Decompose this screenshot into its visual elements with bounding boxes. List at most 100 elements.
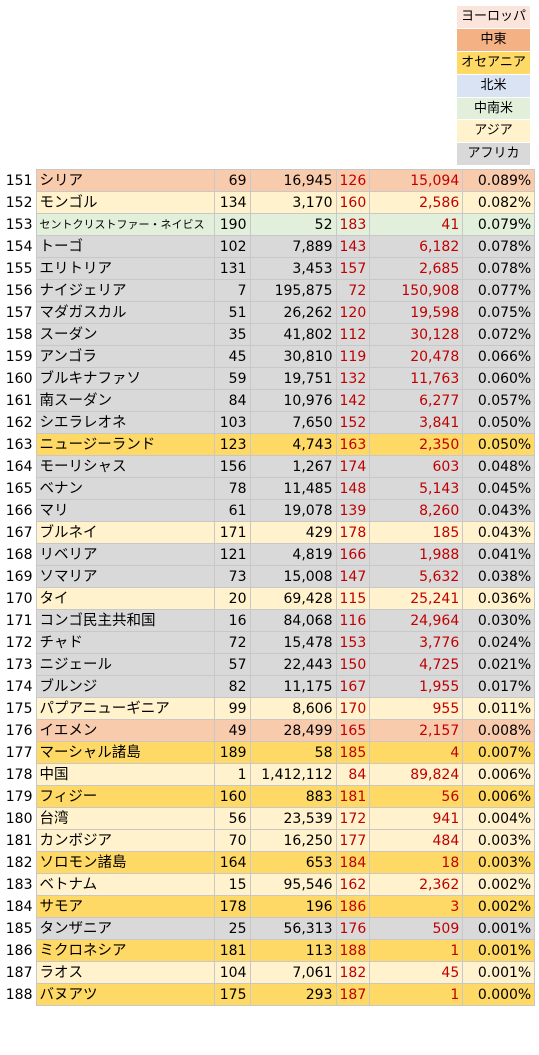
value-cell: 11,763 (369, 367, 464, 390)
table-row: 185 タンザニア 25 56,313 176 509 0.001% (0, 917, 536, 940)
country-name-cell: マリ (35, 499, 215, 522)
value-cell: 3,170 (249, 191, 337, 214)
country-name-cell: ラオス (35, 961, 215, 984)
rank-value-cell: 160 (335, 191, 371, 214)
value-cell: 28,499 (249, 719, 337, 742)
value-cell: 3 (369, 895, 464, 918)
value-cell: 7 (213, 279, 251, 302)
value-cell: 195,875 (249, 279, 337, 302)
rank-cell: 175 (0, 697, 36, 720)
table-row: 164 モーリシャス 156 1,267 174 603 0.048% (0, 455, 536, 478)
country-name-cell: ソマリア (35, 565, 215, 588)
percent-cell: 0.002% (462, 873, 536, 896)
value-cell: 4 (369, 741, 464, 764)
table-row: 186 ミクロネシア 181 113 188 1 0.001% (0, 939, 536, 962)
country-name-cell: ニジェール (35, 653, 215, 676)
table-row: 187 ラオス 104 7,061 182 45 0.001% (0, 961, 536, 984)
value-cell: 18 (369, 851, 464, 874)
rank-value-cell: 188 (335, 939, 371, 962)
value-cell: 4,743 (249, 433, 337, 456)
rank-value-cell: 165 (335, 719, 371, 742)
value-cell: 20,478 (369, 345, 464, 368)
value-cell: 2,586 (369, 191, 464, 214)
value-cell: 30,128 (369, 323, 464, 346)
value-cell: 56,313 (249, 917, 337, 940)
table-row: 183 ベトナム 15 95,546 162 2,362 0.002% (0, 873, 536, 896)
percent-cell: 0.024% (462, 631, 536, 654)
percent-cell: 0.021% (462, 653, 536, 676)
rank-value-cell: 162 (335, 873, 371, 896)
value-cell: 5,632 (369, 565, 464, 588)
table-row: 153 セントクリストファー・ネイビス 190 52 183 41 0.079% (0, 213, 536, 236)
value-cell: 41 (369, 213, 464, 236)
value-cell: 429 (249, 521, 337, 544)
value-cell: 3,453 (249, 257, 337, 280)
country-name-cell: ソロモン諸島 (35, 851, 215, 874)
country-name-cell: マダガスカル (35, 301, 215, 324)
country-name-cell: サモア (35, 895, 215, 918)
rank-cell: 168 (0, 543, 36, 566)
value-cell: 8,606 (249, 697, 337, 720)
country-name-cell: 中国 (35, 763, 215, 786)
percent-cell: 0.072% (462, 323, 536, 346)
value-cell: 3,776 (369, 631, 464, 654)
value-cell: 51 (213, 301, 251, 324)
value-cell: 189 (213, 741, 251, 764)
value-cell: 113 (249, 939, 337, 962)
percent-cell: 0.002% (462, 895, 536, 918)
value-cell: 8,260 (369, 499, 464, 522)
value-cell: 19,598 (369, 301, 464, 324)
value-cell: 82 (213, 675, 251, 698)
value-cell: 72 (213, 631, 251, 654)
rank-cell: 180 (0, 807, 36, 830)
table-row: 182 ソロモン諸島 164 653 184 18 0.003% (0, 851, 536, 874)
value-cell: 69 (213, 169, 251, 192)
value-cell: 181 (213, 939, 251, 962)
table-row: 169 ソマリア 73 15,008 147 5,632 0.038% (0, 565, 536, 588)
value-cell: 57 (213, 653, 251, 676)
percent-cell: 0.079% (462, 213, 536, 236)
value-cell: 24,964 (369, 609, 464, 632)
percent-cell: 0.000% (462, 983, 536, 1006)
value-cell: 1,955 (369, 675, 464, 698)
table-row: 171 コンゴ民主共和国 16 84,068 116 24,964 0.030% (0, 609, 536, 632)
value-cell: 185 (369, 521, 464, 544)
rank-cell: 152 (0, 191, 36, 214)
percent-cell: 0.048% (462, 455, 536, 478)
country-name-cell: タイ (35, 587, 215, 610)
value-cell: 15,094 (369, 169, 464, 192)
rank-value-cell: 72 (335, 279, 371, 302)
rank-cell: 171 (0, 609, 36, 632)
rank-value-cell: 167 (335, 675, 371, 698)
table-row: 166 マリ 61 19,078 139 8,260 0.043% (0, 499, 536, 522)
table-row: 170 タイ 20 69,428 115 25,241 0.036% (0, 587, 536, 610)
value-cell: 45 (213, 345, 251, 368)
value-cell: 73 (213, 565, 251, 588)
rank-cell: 157 (0, 301, 36, 324)
country-name-cell: 南スーダン (35, 389, 215, 412)
value-cell: 84 (213, 389, 251, 412)
rank-value-cell: 170 (335, 697, 371, 720)
rank-cell: 179 (0, 785, 36, 808)
value-cell: 19,751 (249, 367, 337, 390)
value-cell: 84,068 (249, 609, 337, 632)
percent-cell: 0.003% (462, 851, 536, 874)
legend-item: ヨーロッパ (457, 6, 530, 29)
rank-value-cell: 115 (335, 587, 371, 610)
country-name-cell: スーダン (35, 323, 215, 346)
percent-cell: 0.041% (462, 543, 536, 566)
rank-cell: 163 (0, 433, 36, 456)
percent-cell: 0.001% (462, 939, 536, 962)
value-cell: 22,443 (249, 653, 337, 676)
country-name-cell: モンゴル (35, 191, 215, 214)
value-cell: 160 (213, 785, 251, 808)
percent-cell: 0.082% (462, 191, 536, 214)
value-cell: 56 (369, 785, 464, 808)
country-name-cell: ニュージーランド (35, 433, 215, 456)
value-cell: 16 (213, 609, 251, 632)
country-name-cell: ミクロネシア (35, 939, 215, 962)
rank-value-cell: 186 (335, 895, 371, 918)
rank-value-cell: 187 (335, 983, 371, 1006)
rank-value-cell: 178 (335, 521, 371, 544)
value-cell: 102 (213, 235, 251, 258)
